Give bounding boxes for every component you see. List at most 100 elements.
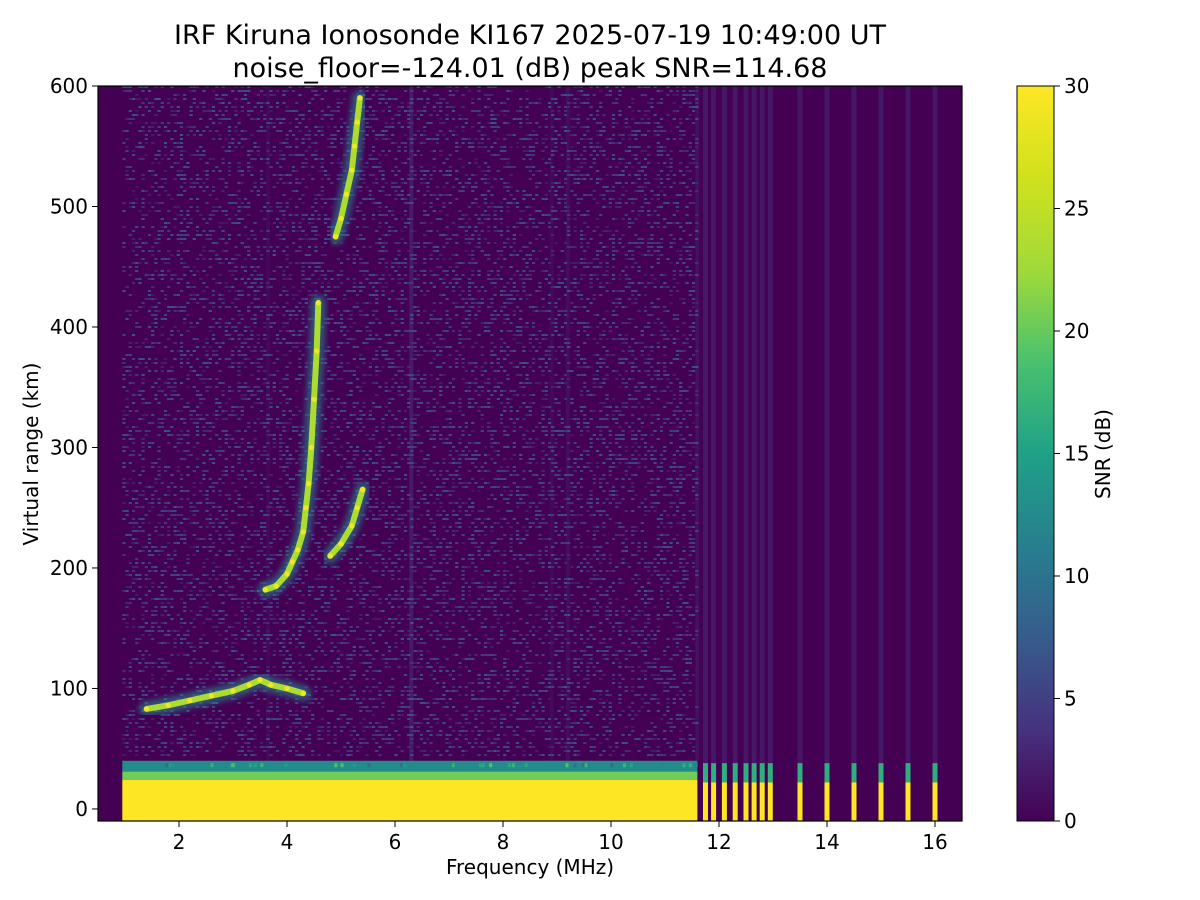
noise-cell <box>227 434 232 436</box>
noise-cell <box>173 390 177 392</box>
noise-cell <box>413 566 417 568</box>
noise-cell <box>391 526 395 528</box>
noise-cell <box>346 330 350 332</box>
noise-cell <box>234 446 238 448</box>
noise-cell <box>144 514 148 516</box>
noise-cell <box>410 258 414 260</box>
noise-cell <box>269 742 273 744</box>
noise-cell <box>410 142 414 144</box>
noise-cell <box>371 114 376 116</box>
noise-cell <box>282 614 286 616</box>
noise-cell <box>160 370 164 372</box>
noise-cell <box>320 498 324 500</box>
noise-cell <box>387 466 392 468</box>
noise-cell <box>384 350 388 352</box>
noise-cell <box>192 658 196 660</box>
noise-cell <box>279 650 283 652</box>
noise-cell <box>208 586 212 588</box>
noise-cell <box>311 534 315 536</box>
noise-cell <box>221 722 225 724</box>
noise-cell <box>221 410 225 412</box>
noise-cell <box>352 650 356 652</box>
noise-cell <box>135 542 139 544</box>
noise-cell <box>387 426 392 428</box>
noise-cell <box>179 242 184 244</box>
noise-cell <box>147 578 152 580</box>
noise-cell <box>304 678 308 680</box>
noise-cell <box>403 606 408 608</box>
noise-cell <box>371 202 376 204</box>
noise-cell <box>400 230 404 232</box>
noise-cell <box>186 642 190 644</box>
noise-cell <box>186 126 190 128</box>
noise-cell <box>266 398 270 400</box>
noise-cell <box>173 638 177 640</box>
noise-cell <box>371 438 376 440</box>
noise-cell <box>330 374 334 376</box>
noise-cell <box>359 538 363 540</box>
noise-cell <box>167 286 171 288</box>
noise-cell <box>410 602 414 604</box>
noise-cell <box>371 714 376 716</box>
noise-cell <box>218 102 222 104</box>
noise-cell <box>208 538 212 540</box>
noise-cell <box>122 226 126 228</box>
noise-cell <box>192 186 196 188</box>
noise-cell <box>218 110 222 112</box>
noise-cell <box>291 586 296 588</box>
noise-cell <box>199 366 203 368</box>
noise-cell <box>131 590 136 592</box>
noise-cell <box>195 550 200 552</box>
noise-cell <box>403 426 408 428</box>
noise-cell <box>359 602 363 604</box>
noise-cell <box>160 122 164 124</box>
noise-cell <box>410 734 414 736</box>
noise-cell <box>147 630 152 632</box>
noise-cell <box>397 486 401 488</box>
noise-cell <box>147 734 152 736</box>
noise-cell <box>410 426 414 428</box>
noise-cell <box>208 310 212 312</box>
noise-cell <box>237 206 241 208</box>
noise-cell <box>163 318 168 320</box>
noise-cell <box>237 294 241 296</box>
noise-cell <box>387 646 392 648</box>
noise-cell <box>327 670 331 672</box>
noise-cell <box>131 498 136 500</box>
noise-cell <box>349 318 353 320</box>
noise-cell <box>202 106 206 108</box>
noise-cell <box>400 358 404 360</box>
noise-cell <box>391 278 395 280</box>
noise-cell <box>387 658 392 660</box>
noise-cell <box>259 542 264 544</box>
noise-cell <box>279 486 283 488</box>
noise-cell <box>186 166 190 168</box>
noise-cell <box>375 134 379 136</box>
noise-cell <box>221 418 225 420</box>
noise-cell <box>317 214 321 216</box>
noise-cell <box>301 646 305 648</box>
noise-cell <box>407 630 411 632</box>
noise-cell <box>144 366 148 368</box>
noise-cell <box>394 510 398 512</box>
noise-cell <box>208 518 212 520</box>
noise-cell <box>301 318 305 320</box>
noise-cell <box>243 330 248 332</box>
noise-cell <box>413 722 417 724</box>
noise-cell <box>330 390 334 392</box>
noise-cell <box>368 506 372 508</box>
noise-cell <box>400 190 404 192</box>
noise-cell <box>269 706 273 708</box>
noise-cell <box>221 514 225 516</box>
noise-cell <box>259 130 264 132</box>
noise-cell <box>243 546 248 548</box>
noise-cell <box>157 418 161 420</box>
noise-cell <box>320 98 324 100</box>
noise-cell <box>237 514 241 516</box>
noise-cell <box>195 418 200 420</box>
noise-cell <box>183 306 187 308</box>
noise-cell <box>179 442 184 444</box>
noise-cell <box>247 618 251 620</box>
noise-cell <box>295 426 299 428</box>
noise-cell <box>413 174 417 176</box>
